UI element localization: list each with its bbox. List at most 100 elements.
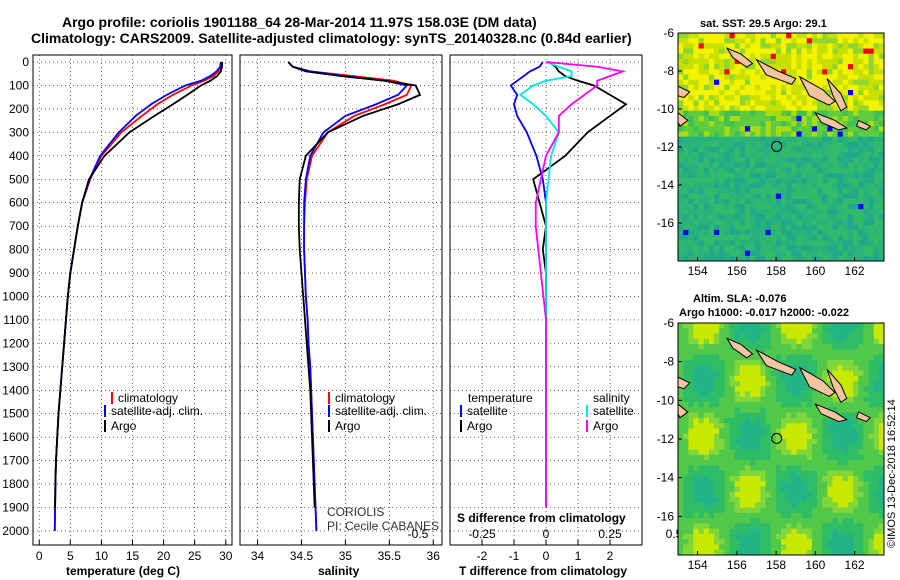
map-cell: [801, 433, 808, 440]
map-cell: [744, 33, 751, 39]
map-cell: [842, 481, 849, 487]
map-cell: [744, 396, 751, 403]
map-cell: [842, 523, 849, 529]
map-cell: [786, 428, 792, 435]
map-cell: [703, 64, 710, 70]
map-cell: [708, 48, 715, 55]
map-cell: [796, 105, 802, 112]
map-cell: [770, 250, 777, 257]
map-cell: [703, 100, 710, 106]
map-cell: [698, 147, 705, 153]
map-cell: [863, 38, 869, 44]
map-cell: [760, 381, 766, 387]
map-cell: [770, 391, 777, 398]
map-cell: [796, 255, 802, 262]
map-cell: [791, 69, 797, 75]
pi-label: PI: Cecile CABANES: [327, 519, 439, 533]
map-cell: [827, 131, 833, 137]
map-cell: [744, 423, 751, 429]
map-cell: [842, 512, 849, 519]
map-cell: [832, 214, 838, 220]
map-cell: [714, 121, 720, 127]
map-cell: [858, 539, 864, 545]
map-cell: [837, 115, 844, 122]
map-cell: [729, 544, 735, 551]
map-cell: [858, 95, 864, 101]
map-cell: [678, 349, 684, 355]
map-cell: [734, 162, 741, 169]
map-cell: [878, 412, 885, 419]
map-cell: [822, 544, 828, 551]
map-cell: [863, 328, 869, 334]
map-cell: [796, 53, 802, 60]
map-cell: [693, 386, 699, 392]
map-cell: [832, 240, 838, 246]
map-cell: [678, 95, 684, 101]
map-cell: [750, 126, 756, 132]
map-cell: [729, 240, 735, 246]
map-cell: [837, 157, 844, 163]
map-cell: [688, 95, 694, 101]
map-cell: [801, 183, 808, 189]
map-cell: [837, 152, 844, 158]
legend-satellite: satellite-adj. clim.: [335, 404, 427, 418]
map-cell: [868, 74, 874, 80]
map-cell: [811, 507, 818, 514]
x-tick-label: 2: [607, 549, 614, 563]
map-cell: [858, 188, 864, 194]
map-cell: [755, 131, 761, 137]
map-cell: [853, 402, 859, 408]
map-cell: [817, 491, 823, 498]
map-cell: [863, 43, 869, 49]
map-cell: [822, 198, 828, 205]
map-cell: [760, 100, 766, 106]
map-cell: [729, 152, 735, 158]
map-cell: [765, 110, 771, 117]
x-tick-label: 20: [157, 549, 171, 563]
map-cell: [750, 43, 756, 49]
map-cell: [755, 121, 761, 127]
map-cell: [873, 344, 880, 350]
map-cell: [693, 497, 699, 503]
legend-argo: Argo: [111, 419, 137, 433]
map-cell: [729, 323, 735, 329]
map-cell: [822, 444, 828, 450]
map-cell: [724, 407, 730, 413]
sla-map-field: [678, 323, 885, 556]
map-cell: [817, 53, 823, 60]
map-cell: [724, 533, 730, 540]
map-cell: [734, 518, 741, 524]
map-cell: [698, 475, 705, 482]
map-cell: [708, 204, 715, 210]
map-cell: [822, 48, 828, 55]
map-cell: [801, 486, 808, 493]
map-cell: [781, 370, 787, 377]
map-cell: [832, 79, 838, 86]
map-cell: [734, 470, 741, 477]
map-cell: [858, 381, 864, 387]
map-cell: [724, 375, 730, 382]
map-cell: [806, 518, 813, 524]
map-cell: [698, 381, 705, 387]
map-cell: [858, 486, 864, 493]
map-cell: [765, 219, 771, 226]
map-cell: [832, 167, 838, 174]
map-cell: [770, 549, 777, 556]
map-cell: [775, 204, 782, 210]
map-cell: [734, 84, 741, 91]
map-cell: [806, 115, 813, 122]
map-cell: [863, 428, 869, 435]
map-cell: [801, 214, 808, 220]
series-line-climatology: [53, 61, 223, 531]
map-cell: [739, 381, 746, 387]
map-cell: [853, 444, 859, 450]
map-cell: [744, 214, 751, 220]
map-cell: [734, 141, 741, 148]
map-cell: [811, 475, 818, 482]
map-cell: [688, 121, 694, 127]
map-cell: [811, 105, 818, 112]
map-cell: [703, 502, 710, 508]
map-cell: [750, 412, 756, 419]
map-cell: [750, 38, 756, 44]
map-cell: [708, 412, 715, 419]
